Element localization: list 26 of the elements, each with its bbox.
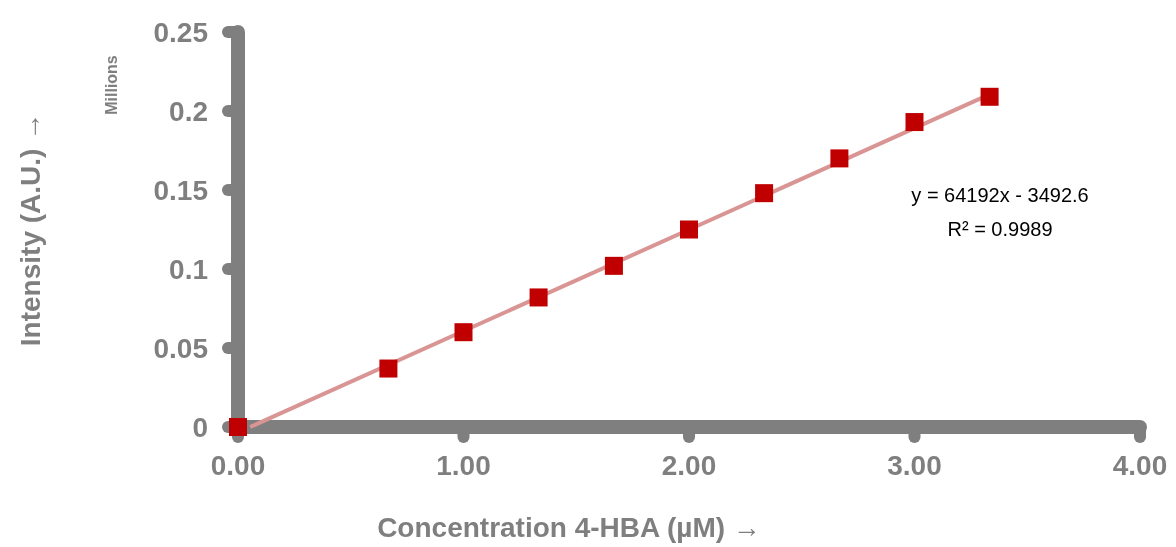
y-axis-title: Intensity (A.U.) →	[15, 112, 46, 347]
point	[229, 418, 247, 436]
x-axis-title: Concentration 4-HBA (µM) →	[377, 512, 761, 543]
y-tick-label: 0	[192, 412, 208, 443]
x-tick-label: 2.00	[661, 450, 717, 481]
x-tick-label: 3.00	[887, 450, 942, 481]
point	[680, 220, 698, 239]
y-tick-label: 0.25	[153, 17, 208, 48]
annotation: y = 64192x - 3492.6	[911, 184, 1089, 206]
point	[980, 87, 999, 106]
point	[529, 288, 548, 307]
point	[755, 184, 774, 203]
point	[905, 113, 924, 132]
point	[379, 359, 398, 378]
x-tick-label: 1.00	[436, 450, 491, 481]
y-tick-label: 0.15	[153, 175, 208, 206]
y-tick-label: 0.2	[169, 96, 208, 127]
point	[830, 149, 849, 168]
text: Millions	[103, 55, 120, 115]
y-tick-label: 0.05	[153, 333, 208, 364]
annotation: R² = 0.9989	[947, 218, 1053, 240]
point	[454, 323, 473, 342]
y-tick-label: 0.1	[169, 254, 208, 285]
x-tick-label: 4.00	[1112, 450, 1168, 481]
x-tick-label: 0.00	[210, 450, 266, 481]
point	[604, 256, 623, 275]
